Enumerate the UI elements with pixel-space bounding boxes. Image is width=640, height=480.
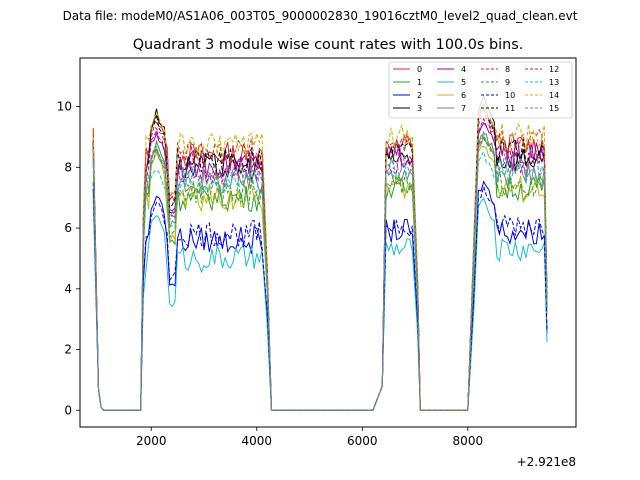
- figure-suptitle: Data file: modeM0/AS1A06_003T05_90000028…: [63, 9, 578, 23]
- legend-label-7: 7: [461, 104, 466, 113]
- legend-label-8: 8: [505, 65, 510, 74]
- y-tick-label: 6: [64, 221, 72, 235]
- y-tick-label: 2: [64, 343, 72, 357]
- x-axis-ticks: 2000 4000 6000 8000: [136, 427, 483, 448]
- legend-label-0: 0: [417, 65, 422, 74]
- series-lines: [92, 94, 548, 411]
- series-line-9: [92, 137, 548, 411]
- series-line-5: [92, 197, 548, 411]
- series-line-1: [92, 132, 548, 411]
- axes-frame: [79, 57, 577, 428]
- legend-label-5: 5: [461, 78, 466, 87]
- x-axis-offset-label: +2.921e8: [517, 455, 576, 469]
- x-tick-label: 2000: [136, 434, 167, 448]
- y-tick-label: 8: [64, 160, 72, 174]
- legend-label-10: 10: [505, 91, 515, 100]
- legend-label-3: 3: [417, 104, 422, 113]
- series-line-12: [92, 117, 548, 411]
- legend-label-1: 1: [417, 78, 422, 87]
- series-line-7: [92, 135, 548, 411]
- legend-label-13: 13: [549, 78, 559, 87]
- y-tick-label: 10: [57, 100, 72, 114]
- legend-label-12: 12: [549, 65, 559, 74]
- series-line-10: [92, 182, 548, 411]
- y-axis-ticks: 0 2 4 6 8 10: [57, 100, 80, 417]
- series-line-6: [92, 145, 548, 411]
- y-tick-label: 0: [64, 403, 72, 417]
- legend-label-11: 11: [505, 104, 515, 113]
- legend-label-14: 14: [549, 91, 559, 100]
- series-line-2: [92, 180, 548, 411]
- legend-label-15: 15: [549, 104, 559, 113]
- series-line-15: [92, 130, 548, 411]
- y-tick-label: 4: [64, 282, 72, 296]
- x-tick-label: 4000: [241, 434, 272, 448]
- legend-label-4: 4: [461, 65, 466, 74]
- legend-label-6: 6: [461, 91, 466, 100]
- series-line-8: [92, 107, 548, 411]
- x-tick-label: 8000: [453, 434, 484, 448]
- legend-label-2: 2: [417, 91, 422, 100]
- legend-label-9: 9: [505, 78, 510, 87]
- legend-box: [388, 61, 573, 119]
- series-line-4: [92, 121, 548, 411]
- x-tick-label: 6000: [347, 434, 378, 448]
- chart-title: Quadrant 3 module wise count rates with …: [133, 37, 524, 53]
